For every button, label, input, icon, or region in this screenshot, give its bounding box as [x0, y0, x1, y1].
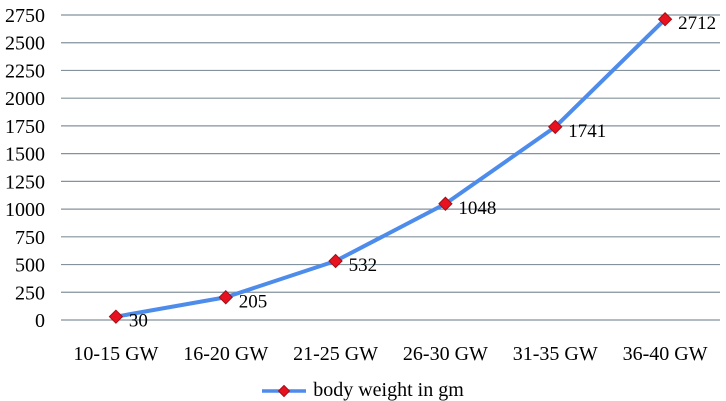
x-tick-label: 21-25 GW — [293, 343, 378, 365]
data-point-marker — [328, 253, 343, 269]
data-label: 1741 — [568, 121, 606, 142]
y-tick-label: 2000 — [5, 88, 45, 110]
y-tick-label: 250 — [15, 282, 45, 304]
x-tick-label: 31-35 GW — [513, 343, 598, 365]
y-tick-label: 2250 — [5, 60, 45, 82]
y-tick-label: 1000 — [5, 199, 45, 221]
data-label: 532 — [349, 255, 378, 276]
data-label: 205 — [239, 291, 268, 312]
x-tick-label: 10-15 GW — [73, 343, 158, 365]
y-tick-label: 500 — [15, 255, 45, 277]
y-tick-label: 750 — [15, 227, 45, 249]
chart-legend: body weight in gm — [0, 377, 726, 401]
data-point-marker — [657, 12, 673, 27]
x-tick-label: 26-30 GW — [403, 343, 488, 365]
data-label: 2712 — [678, 13, 716, 34]
legend-label: body weight in gm — [313, 378, 464, 401]
data-point-marker — [548, 119, 563, 135]
data-label: 30 — [129, 311, 148, 332]
y-tick-label: 2500 — [5, 33, 45, 55]
legend-line-diamond-icon — [262, 384, 307, 398]
legend-diamond — [278, 384, 291, 398]
x-tick-label: 16-20 GW — [183, 343, 268, 365]
y-tick-label: 0 — [35, 310, 45, 332]
series-line — [113, 17, 668, 319]
data-point-marker — [438, 196, 453, 211]
y-tick-label: 1250 — [5, 171, 45, 193]
plot-area: 0 250 500 750 1000 1250 1500 1750 2000 2250 2500 27… — [5, 5, 720, 365]
y-tick-label: 2750 — [5, 5, 45, 27]
data-label: 1048 — [458, 198, 496, 219]
data-point-marker — [108, 309, 124, 324]
y-tick-label: 1500 — [5, 144, 45, 166]
x-tick-label: 36-40 GW — [623, 343, 708, 365]
data-point-marker — [218, 290, 233, 305]
y-tick-label: 1750 — [5, 116, 45, 138]
